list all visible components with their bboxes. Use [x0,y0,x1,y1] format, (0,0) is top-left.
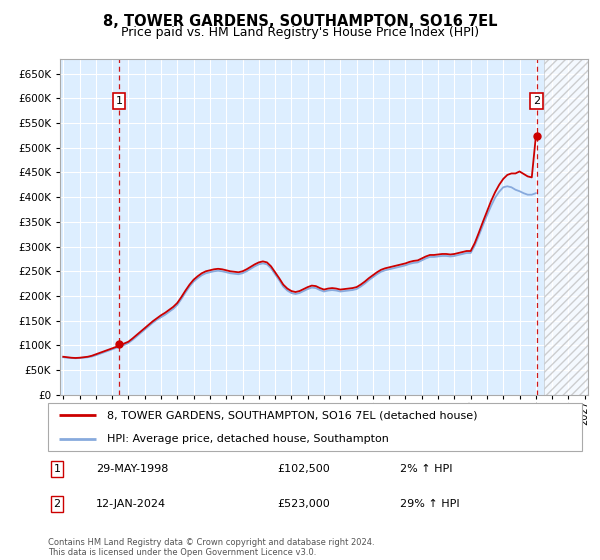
Text: HPI: Average price, detached house, Southampton: HPI: Average price, detached house, Sout… [107,434,389,444]
Text: 1: 1 [115,96,122,106]
Text: 2: 2 [53,499,61,509]
Text: 8, TOWER GARDENS, SOUTHAMPTON, SO16 7EL (detached house): 8, TOWER GARDENS, SOUTHAMPTON, SO16 7EL … [107,410,477,420]
Text: 8, TOWER GARDENS, SOUTHAMPTON, SO16 7EL: 8, TOWER GARDENS, SOUTHAMPTON, SO16 7EL [103,14,497,29]
FancyBboxPatch shape [48,403,582,451]
Text: Contains HM Land Registry data © Crown copyright and database right 2024.
This d: Contains HM Land Registry data © Crown c… [48,538,374,557]
Text: 29-MAY-1998: 29-MAY-1998 [96,464,169,474]
Text: 29% ↑ HPI: 29% ↑ HPI [400,499,460,509]
Text: 1: 1 [53,464,61,474]
Text: 2: 2 [533,96,540,106]
Text: 2% ↑ HPI: 2% ↑ HPI [400,464,453,474]
Text: £102,500: £102,500 [278,464,331,474]
Text: £523,000: £523,000 [278,499,331,509]
Bar [544,59,588,395]
Text: Price paid vs. HM Land Registry's House Price Index (HPI): Price paid vs. HM Land Registry's House … [121,26,479,39]
Text: 12-JAN-2024: 12-JAN-2024 [96,499,166,509]
